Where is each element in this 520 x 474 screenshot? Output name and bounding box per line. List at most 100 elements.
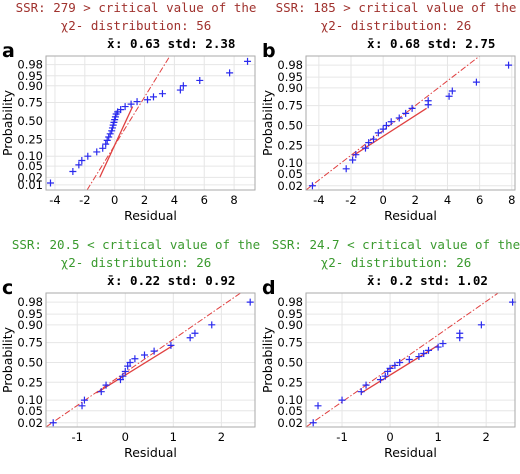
y-tick-label: 0.90 xyxy=(277,81,303,95)
x-tick-label: -1 xyxy=(336,430,347,444)
x-tick-label: 1 xyxy=(434,430,441,444)
x-axis-label: Residual xyxy=(384,445,437,460)
data-point xyxy=(396,358,404,366)
data-point xyxy=(472,78,480,86)
stats-text: : 0.2 std: 1.02 xyxy=(375,273,488,288)
data-point xyxy=(102,140,110,148)
data-point xyxy=(246,298,254,306)
data-point xyxy=(49,419,57,427)
plot-frame xyxy=(305,292,516,428)
panel-a: SSR: 279 > critical value of the χ2- dist… xyxy=(0,0,260,237)
data-point xyxy=(131,355,139,363)
data-point xyxy=(361,144,369,152)
y-tick-label: 0.25 xyxy=(277,138,303,152)
plot-frame xyxy=(305,55,516,191)
y-axis-label: Probability xyxy=(0,89,15,156)
data-point xyxy=(439,340,447,348)
data-point xyxy=(338,396,346,404)
data-point xyxy=(425,346,433,354)
mean-symbol: x̄ xyxy=(367,36,375,51)
data-point xyxy=(415,353,423,361)
reference-line xyxy=(86,56,171,190)
data-point xyxy=(105,133,113,141)
data-point xyxy=(391,361,399,369)
x-axis-label: Residual xyxy=(384,208,437,223)
x-tick-label: 6 xyxy=(476,193,483,207)
ssr-text-line2: χ2- distribution: 26 xyxy=(61,255,212,270)
ssr-text-line1: SSR: 279 > critical value of the xyxy=(16,0,257,15)
y-tick-label: 0.25 xyxy=(17,375,43,389)
y-tick-label: 0.75 xyxy=(17,336,43,350)
x-tick-label: 8 xyxy=(230,193,237,207)
fit-line xyxy=(99,106,134,178)
data-point xyxy=(124,362,132,370)
y-tick-label: 0.10 xyxy=(17,393,43,407)
data-point xyxy=(186,334,194,342)
y-tick-label: 0.25 xyxy=(17,133,43,147)
y-tick-label: 0.98 xyxy=(277,58,303,72)
y-tick-label: 0.75 xyxy=(277,99,303,113)
chart-d: SSR: 24.7 < critical value of the χ2- dis… xyxy=(260,237,520,460)
ssr-text-line2: χ2- distribution: 56 xyxy=(61,18,212,33)
x-tick-label: 8 xyxy=(508,193,515,207)
data-point xyxy=(176,86,184,94)
y-axis-label: Probability xyxy=(260,89,275,156)
y-tick-label: 0.05 xyxy=(17,159,43,173)
data-point xyxy=(365,139,373,147)
data-point xyxy=(75,161,83,169)
y-tick-label: 0.95 xyxy=(277,307,303,321)
data-point xyxy=(106,130,114,138)
data-point xyxy=(80,396,88,404)
mean-symbol: x̄ xyxy=(107,273,115,288)
data-point xyxy=(102,381,110,389)
data-point xyxy=(69,167,77,175)
data-point xyxy=(144,96,152,104)
panel-b: SSR: 185 > critical value of the χ2- dist… xyxy=(260,0,520,237)
data-point xyxy=(121,103,129,111)
x-tick-label: 0 xyxy=(386,430,393,444)
data-point xyxy=(420,350,428,358)
data-point xyxy=(379,125,387,133)
y-tick-label: 0.02 xyxy=(277,416,303,430)
data-point xyxy=(408,104,416,112)
ssr-text-line1: SSR: 185 > critical value of the xyxy=(276,0,517,15)
x-tick-label: 0 xyxy=(122,430,129,444)
chart-c: SSR: 20.5 < critical value of the χ2- dis… xyxy=(0,237,260,460)
y-axis-label: Probability xyxy=(260,326,275,393)
data-point xyxy=(167,341,175,349)
data-point xyxy=(387,118,395,126)
ssr-text-line1: SSR: 24.7 < critical value of the xyxy=(272,237,520,252)
y-tick-label: 0.02 xyxy=(277,179,303,193)
data-point xyxy=(191,329,199,337)
mean-symbol: x̄ xyxy=(107,36,115,51)
y-tick-label: 0.90 xyxy=(277,318,303,332)
x-tick-label: -2 xyxy=(79,193,90,207)
y-tick-label: 0.05 xyxy=(277,404,303,418)
panel-letter: b xyxy=(262,40,276,62)
data-point xyxy=(382,121,390,129)
x-tick-label: 1 xyxy=(170,430,177,444)
ssr-text-line1: SSR: 20.5 < critical value of the xyxy=(12,237,260,252)
y-tick-label: 0.50 xyxy=(277,118,303,132)
data-point xyxy=(46,179,54,187)
chart-a: SSR: 279 > critical value of the χ2- dist… xyxy=(0,0,257,223)
x-tick-label: -1 xyxy=(71,430,82,444)
data-point xyxy=(448,87,456,95)
data-point xyxy=(93,148,101,156)
y-tick-label: 0.01 xyxy=(17,178,43,192)
y-tick-label: 0.90 xyxy=(17,318,43,332)
data-point xyxy=(126,358,134,366)
data-point xyxy=(119,372,127,380)
y-tick-label: 0.98 xyxy=(17,58,43,72)
data-point xyxy=(456,329,464,337)
data-point xyxy=(103,136,111,144)
data-point xyxy=(362,381,370,389)
reference-line xyxy=(46,293,241,427)
y-axis-label: Probability xyxy=(0,326,15,393)
data-point xyxy=(381,372,389,380)
y-tick-label: 0.50 xyxy=(17,114,43,128)
data-point xyxy=(127,100,135,108)
data-point xyxy=(477,321,485,329)
y-tick-label: 0.25 xyxy=(277,375,303,389)
data-point xyxy=(117,106,125,114)
